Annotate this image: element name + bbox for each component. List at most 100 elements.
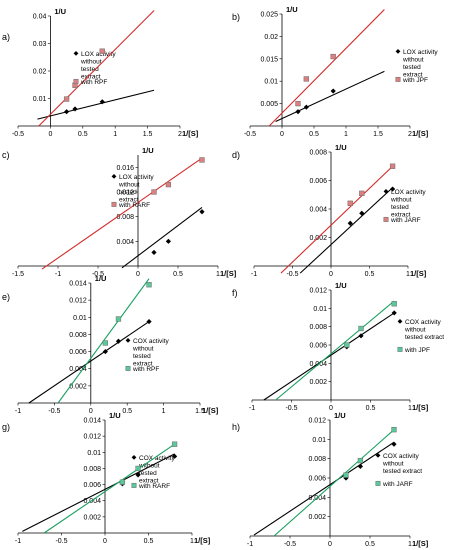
x-axis-label: 1/[S] <box>412 129 429 138</box>
legend-entry: LOX activity without tested extract <box>80 51 116 81</box>
trend-line-series-1 <box>38 10 155 127</box>
x-tick-label: 1 <box>162 408 166 415</box>
x-tick-label: 1 <box>408 405 412 412</box>
panel-h: -1-0.500.510.0020.0040.0060.0080.010.012… <box>232 411 429 548</box>
y-tick-label: 0.002 <box>309 235 327 242</box>
legend-entry: with RARF <box>138 483 170 490</box>
panel-label: c) <box>2 150 10 160</box>
data-point-square <box>330 53 336 60</box>
data-point-square <box>295 100 301 107</box>
x-axis-label: 1/[S] <box>194 536 211 545</box>
x-axis-label: 1/[S] <box>410 269 427 278</box>
y-tick-label: 0.01 <box>312 437 326 444</box>
x-tick-label: 0.5 <box>309 131 319 138</box>
legend-entry: with JPF <box>402 77 428 84</box>
y-tick-label: 0.004 <box>309 207 327 214</box>
x-axis-label: 1/[S] <box>412 539 429 548</box>
x-tick-label: -1 <box>249 405 255 412</box>
legend-entry: COX activity without tested extract <box>382 453 422 475</box>
data-point-square <box>359 190 365 196</box>
trend-line-series-1 <box>41 157 203 270</box>
y-tick-label: 0.01 <box>73 315 87 322</box>
x-tick-label: 2 <box>408 131 412 138</box>
x-tick-label: -1 <box>247 541 253 548</box>
data-point-square <box>99 48 105 54</box>
y-tick-label: 0.01 <box>264 79 278 86</box>
data-point-diamond <box>357 463 363 469</box>
data-point-square <box>102 340 109 346</box>
x-tick-label: 1 <box>344 131 348 138</box>
x-tick-label: 0.5 <box>365 541 375 548</box>
y-tick-label: 0.016 <box>116 165 134 172</box>
panel-label: f) <box>232 288 238 298</box>
x-tick-label: -0.5 <box>12 131 24 138</box>
trend-line-series-0 <box>121 206 203 269</box>
x-tick-label: -1 <box>15 408 21 415</box>
x-tick-label: -0.5 <box>48 408 60 415</box>
x-tick-label: -0.5 <box>92 271 104 278</box>
y-tick-label: 0.002 <box>308 514 326 521</box>
trend-line-series-0 <box>37 89 155 120</box>
y-tick-label: 0.006 <box>308 476 326 483</box>
data-point-diamond <box>358 333 364 339</box>
x-tick-label: 0.5 <box>366 405 376 412</box>
x-tick-label: 1 <box>190 538 194 545</box>
y-tick-label: 0.002 <box>309 379 327 386</box>
y-tick-label: 0.012 <box>116 190 134 197</box>
data-point-square <box>358 325 364 332</box>
x-tick-label: 1 <box>216 271 220 278</box>
panel-c: -1.5 -1 -0.5 0 0.5 1 0.004 0.008 0.012 0.016 1/U 1/… <box>2 146 237 278</box>
y-axis-label: 1/U <box>109 411 121 420</box>
data-point-diamond <box>135 472 141 478</box>
data-point-square <box>151 189 157 195</box>
data-point-diamond <box>72 106 78 112</box>
panel-label: g) <box>2 422 10 432</box>
legend-marker-diamond <box>395 49 401 54</box>
y-tick-label: 0.005 <box>260 101 278 108</box>
x-tick-label: 1 <box>406 271 410 278</box>
y-tick-label: 0.004 <box>83 498 101 505</box>
trend-line-series-1 <box>268 9 385 127</box>
x-tick-label: 1.5 <box>373 131 383 138</box>
x-tick-label: -0.5 <box>286 271 298 278</box>
data-point-diamond <box>347 220 353 226</box>
panel-b: -0.5 0 0.5 1 1.5 2 0.005 0.01 0.015 0.02 0.025 1/U 1… <box>232 5 438 138</box>
y-tick-label: 0.006 <box>83 482 101 489</box>
trend-line-series-0 <box>299 187 393 274</box>
legend-entry: COX activity without tested extract <box>138 455 176 485</box>
legend-marker-diamond <box>125 338 131 343</box>
legend-marker-square <box>375 480 381 486</box>
panel-label: h) <box>232 422 240 432</box>
y-axis-label: 1/U <box>335 281 347 290</box>
data-point-square <box>119 479 126 485</box>
trend-line-series-1 <box>275 300 395 401</box>
legend-marker-square <box>397 346 403 352</box>
x-tick-label: 0 <box>48 131 52 138</box>
legend-entry: with JPF <box>404 347 430 354</box>
trend-line-series-1 <box>273 429 395 537</box>
legend-marker-square <box>73 78 79 84</box>
y-tick-label: 0.002 <box>83 514 101 521</box>
data-point-square <box>135 465 141 472</box>
panel-d: -1 -0.5 0 0.5 1 0.002 0.004 0.006 0.008 1/U 1/[S] d… <box>232 143 427 278</box>
data-point-diamond <box>115 338 122 344</box>
x-tick-label: 0.5 <box>173 271 183 278</box>
x-tick-label: 0 <box>89 408 93 415</box>
x-tick-label: 0 <box>328 541 332 548</box>
y-axis-label: 1/U <box>286 5 298 14</box>
data-point-diamond <box>391 310 397 316</box>
data-point-diamond <box>146 318 152 325</box>
legend-entry: with JARF <box>382 481 413 488</box>
data-point-diamond <box>102 348 108 355</box>
y-tick-label: 0.01 <box>87 450 101 457</box>
panel-label: a) <box>2 32 10 42</box>
y-tick-label: 0.006 <box>309 178 327 185</box>
legend-marker-square <box>131 482 137 488</box>
data-point-square <box>115 316 122 322</box>
legend-marker-square <box>395 76 401 82</box>
y-axis-label: 1/U <box>142 146 154 155</box>
y-tick-label: 0.008 <box>308 456 326 463</box>
x-tick-label: -1.5 <box>12 271 24 278</box>
x-tick-label: 0.5 <box>78 131 88 138</box>
y-tick-label: 0.008 <box>116 214 134 221</box>
